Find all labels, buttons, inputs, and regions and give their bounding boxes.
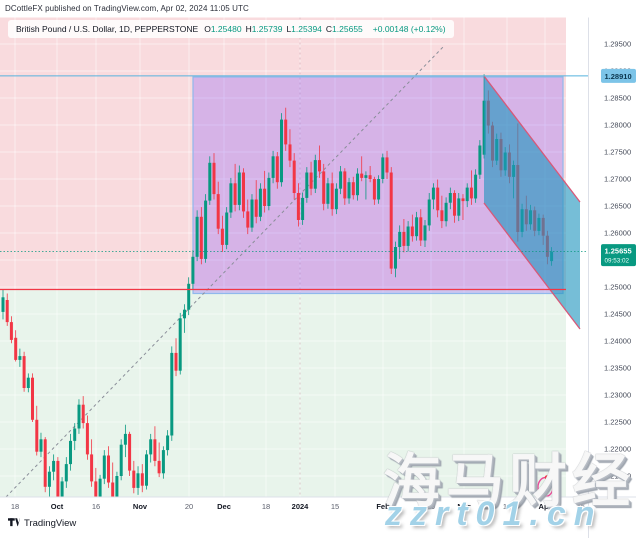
dot-marker	[544, 475, 550, 480]
svg-text:1.22500: 1.22500	[604, 418, 631, 427]
svg-text:1.23000: 1.23000	[604, 391, 631, 400]
svg-text:18: 18	[11, 502, 19, 511]
svg-text:1.25000: 1.25000	[604, 283, 631, 292]
svg-text:1.24500: 1.24500	[604, 310, 631, 319]
svg-text:1.22000: 1.22000	[604, 445, 631, 454]
channel-lower-edge	[483, 202, 581, 330]
channel-upper-edge	[483, 75, 581, 203]
svg-text:18: 18	[262, 502, 270, 511]
svg-text:Nov: Nov	[133, 502, 148, 511]
publish-text: DCottleFX published on TradingView.com, …	[5, 4, 249, 13]
tradingview-attribution-link[interactable]: TradingView	[8, 518, 76, 529]
tradingview-brand-text: TradingView	[24, 518, 77, 529]
svg-text:1.28000: 1.28000	[604, 121, 631, 130]
svg-text:1.27000: 1.27000	[604, 175, 631, 184]
svg-text:15: 15	[331, 502, 339, 511]
svg-text:1.24000: 1.24000	[604, 337, 631, 346]
svg-text:1.26000: 1.26000	[604, 229, 631, 238]
svg-text:16: 16	[92, 502, 100, 511]
alert-price-badge: 1.28910	[601, 68, 636, 83]
svg-text:09:53:02: 09:53:02	[605, 258, 630, 265]
svg-text:Mar: Mar	[457, 502, 470, 511]
svg-text:20: 20	[185, 502, 193, 511]
svg-text:1.27500: 1.27500	[604, 148, 631, 157]
svg-text:Dec: Dec	[217, 502, 231, 511]
symbol-info-bar[interactable]: British Pound / U.S. Dollar, 1D, PEPPERS…	[8, 20, 454, 38]
tradingview-logo-icon	[8, 518, 20, 527]
svg-text:1.28500: 1.28500	[604, 94, 631, 103]
svg-text:18: 18	[503, 502, 511, 511]
publish-bar: DCottleFX published on TradingView.com, …	[0, 0, 636, 17]
time-axis-labels: 18 Oct 16 Nov 20 Dec 18 2024 15 Feb 19 Mar 18 Apr 15	[11, 502, 585, 511]
svg-text:1.29500: 1.29500	[604, 40, 631, 49]
time-axis-panel[interactable]	[0, 497, 636, 538]
svg-text:15: 15	[577, 502, 585, 511]
svg-text:Feb: Feb	[376, 502, 390, 511]
change-value: +0.00148 (+0.12%)	[372, 24, 446, 34]
demand-zone	[0, 289, 566, 497]
symbol-title: British Pound / U.S. Dollar, 1D, PEPPERS…	[16, 24, 199, 34]
last-price-badge: 1.25655 09:53:02	[601, 244, 636, 267]
svg-text:1.26500: 1.26500	[604, 202, 631, 211]
svg-text:19: 19	[427, 502, 435, 511]
svg-text:1.21500: 1.21500	[604, 472, 631, 481]
svg-text:1.25655: 1.25655	[605, 247, 632, 256]
svg-text:Apr: Apr	[539, 502, 552, 511]
price-axis-panel[interactable]	[588, 17, 636, 538]
svg-text:1.23500: 1.23500	[604, 364, 631, 373]
grid-lines	[0, 17, 589, 497]
descending-channel[interactable]	[484, 76, 580, 329]
candlestick-series	[1, 74, 554, 497]
svg-text:Oct: Oct	[51, 502, 64, 511]
ohlc-values: O1.25480 H1.25739 L1.25394 C1.25655	[204, 24, 363, 34]
svg-text:1.28910: 1.28910	[605, 72, 632, 81]
svg-text:2024: 2024	[292, 502, 310, 511]
